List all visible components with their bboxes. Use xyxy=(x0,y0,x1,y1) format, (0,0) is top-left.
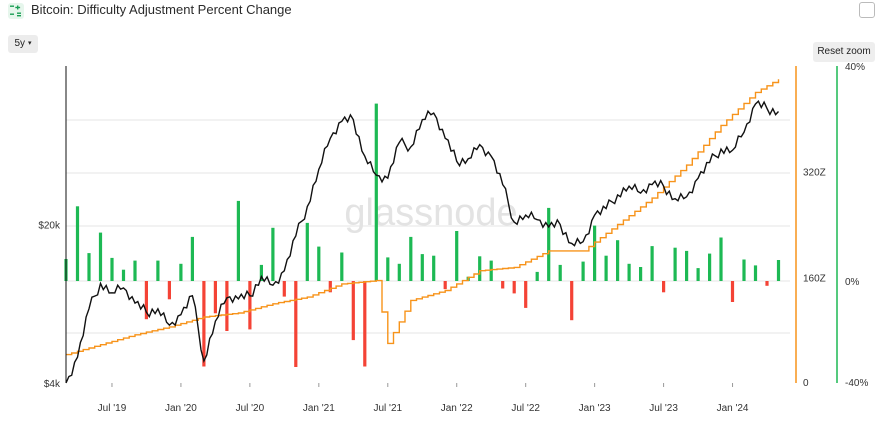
change-bar xyxy=(98,232,103,281)
x-tick-label: Jul '20 xyxy=(236,403,265,414)
change-bar xyxy=(374,103,378,281)
x-tick-label: Jul '23 xyxy=(649,403,678,414)
change-bar xyxy=(340,252,344,281)
change-bar xyxy=(363,281,367,367)
change-bar xyxy=(776,260,781,281)
change-bar xyxy=(478,256,482,281)
header: Bitcoin: Difficulty Adjustment Percent C… xyxy=(0,0,875,22)
change-bar xyxy=(110,257,114,281)
x-tick-label: Jan '21 xyxy=(303,403,335,414)
change-bar xyxy=(179,263,183,281)
change-bar xyxy=(662,281,666,293)
change-bar xyxy=(351,281,355,341)
change-bar xyxy=(294,281,298,367)
change-bar xyxy=(271,227,275,281)
change-bar xyxy=(144,281,148,320)
change-bar xyxy=(593,225,597,281)
x-tick-label: Jan '20 xyxy=(165,403,197,414)
reset-zoom-button[interactable]: Reset zoom xyxy=(813,42,875,62)
change-bar xyxy=(443,281,447,290)
change-bar xyxy=(673,247,677,281)
change-bar xyxy=(524,281,528,308)
percent-tick-label: 40% xyxy=(845,62,865,73)
x-tick-label: Jul '21 xyxy=(373,403,402,414)
change-bar xyxy=(570,281,574,321)
change-bar xyxy=(225,281,229,331)
price-tick-label: $4k xyxy=(44,379,61,390)
change-bar xyxy=(455,231,459,281)
change-bar xyxy=(236,200,240,281)
change-bar xyxy=(765,281,769,286)
x-tick-label: Jan '22 xyxy=(441,403,473,414)
change-bar xyxy=(259,264,263,281)
range-selector[interactable]: 5y ▾ xyxy=(8,35,38,53)
tick-labels: Jul '19 Jan '20 Jul '20 Jan '21 Jul '21 Jan '… xyxy=(38,62,868,414)
percent-tick-label: 0% xyxy=(845,277,860,288)
x-tick-label: Jan '23 xyxy=(579,403,611,414)
change-bar xyxy=(730,281,735,302)
change-bar xyxy=(156,260,160,281)
watermark: glassnode xyxy=(344,192,517,234)
change-bar xyxy=(397,263,401,281)
price-tick-label: $20k xyxy=(38,221,61,232)
change-bar xyxy=(558,264,562,281)
change-bar xyxy=(616,240,620,281)
difficulty-tick-label: 320Z xyxy=(803,168,826,179)
x-tick-label: Jan '24 xyxy=(717,403,749,414)
x-tick-label: Jul '19 xyxy=(98,403,127,414)
change-bar xyxy=(650,246,654,281)
chevron-down-icon: ▾ xyxy=(28,40,32,47)
change-bar xyxy=(386,257,390,281)
change-bar xyxy=(742,259,746,281)
change-bar xyxy=(409,236,413,281)
change-bar xyxy=(202,281,206,367)
change-bar xyxy=(305,222,309,281)
change-bar xyxy=(282,281,286,297)
change-bar xyxy=(512,281,516,294)
percent-tick-label: -40% xyxy=(845,378,868,389)
change-bar xyxy=(213,281,217,314)
change-bar xyxy=(547,207,551,281)
change-bar xyxy=(719,237,723,281)
difficulty-tick-label: 0 xyxy=(803,378,809,389)
change-bar xyxy=(190,236,194,281)
chart-grid-icon xyxy=(8,3,24,19)
change-bar xyxy=(581,261,585,281)
change-bar xyxy=(75,206,80,281)
price-line xyxy=(65,100,780,384)
change-bar xyxy=(87,253,91,281)
change-bar xyxy=(501,281,505,289)
change-bar xyxy=(604,255,608,281)
change-bar xyxy=(432,255,436,281)
change-bar xyxy=(248,281,252,330)
change-bar xyxy=(708,253,712,281)
axes xyxy=(65,66,838,383)
change-bar xyxy=(753,265,758,281)
change-bar xyxy=(121,269,126,281)
change-bar xyxy=(317,246,321,281)
change-bar xyxy=(133,260,137,281)
change-bar xyxy=(535,271,539,281)
change-bars xyxy=(64,103,781,367)
change-bar xyxy=(420,254,424,281)
x-tick-label: Jul '22 xyxy=(511,403,540,414)
change-bar xyxy=(639,267,643,281)
change-bar xyxy=(685,250,689,281)
change-bar xyxy=(696,268,700,281)
difficulty-line xyxy=(66,79,780,356)
change-bar xyxy=(627,263,631,281)
page-title: Bitcoin: Difficulty Adjustment Percent C… xyxy=(31,2,292,17)
change-bar xyxy=(328,281,332,293)
change-bar xyxy=(167,281,171,300)
gridlines xyxy=(66,119,790,334)
difficulty-tick-label: 160Z xyxy=(803,273,826,284)
range-label: 5y xyxy=(14,38,26,49)
